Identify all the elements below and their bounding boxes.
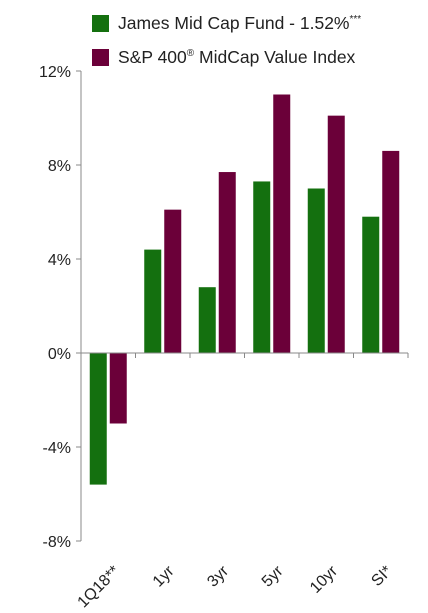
y-tick-label-0: -8% <box>43 534 71 551</box>
legend-label-fund: James Mid Cap Fund - 1.52%*** <box>118 12 362 33</box>
y-tick-label-1: -4% <box>43 440 71 457</box>
y-tick-label-4: 8% <box>48 158 71 175</box>
x-tick-label-4: 10yr <box>307 562 342 597</box>
legend-swatch-fund <box>92 14 109 32</box>
bar-series0-4 <box>307 188 325 353</box>
bar-series0-5 <box>362 216 380 353</box>
legend-item-fund: James Mid Cap Fund - 1.52%*** <box>92 6 361 40</box>
bar-series0-1 <box>144 249 162 353</box>
y-tick-label-3: 4% <box>48 252 71 269</box>
bar-series0-0 <box>89 353 107 485</box>
legend-item-index: S&P 400® MidCap Value Index <box>92 40 361 74</box>
bar-series1-0 <box>109 353 127 424</box>
bar-series1-2 <box>218 172 236 353</box>
bar-series1-1 <box>164 209 182 353</box>
x-tick-label-0: 1Q18** <box>75 563 124 612</box>
chart-legend: James Mid Cap Fund - 1.52%*** S&P 400® M… <box>92 6 361 74</box>
bar-series0-2 <box>198 287 216 353</box>
legend-label-index: S&P 400® MidCap Value Index <box>118 46 356 67</box>
y-tick-label-5: 12% <box>39 64 71 81</box>
bar-series1-4 <box>327 115 345 354</box>
x-tick-label-1: 1yr <box>150 562 178 590</box>
x-tick-label-2: 3yr <box>204 562 232 590</box>
x-tick-label-5: SI* <box>368 563 395 590</box>
x-tick-label-3: 5yr <box>259 562 287 590</box>
bar-series1-3 <box>273 94 291 353</box>
y-tick-label-2: 0% <box>48 346 71 363</box>
bar-series0-3 <box>253 181 271 353</box>
legend-swatch-index <box>92 48 109 66</box>
bar-series1-5 <box>382 150 400 353</box>
